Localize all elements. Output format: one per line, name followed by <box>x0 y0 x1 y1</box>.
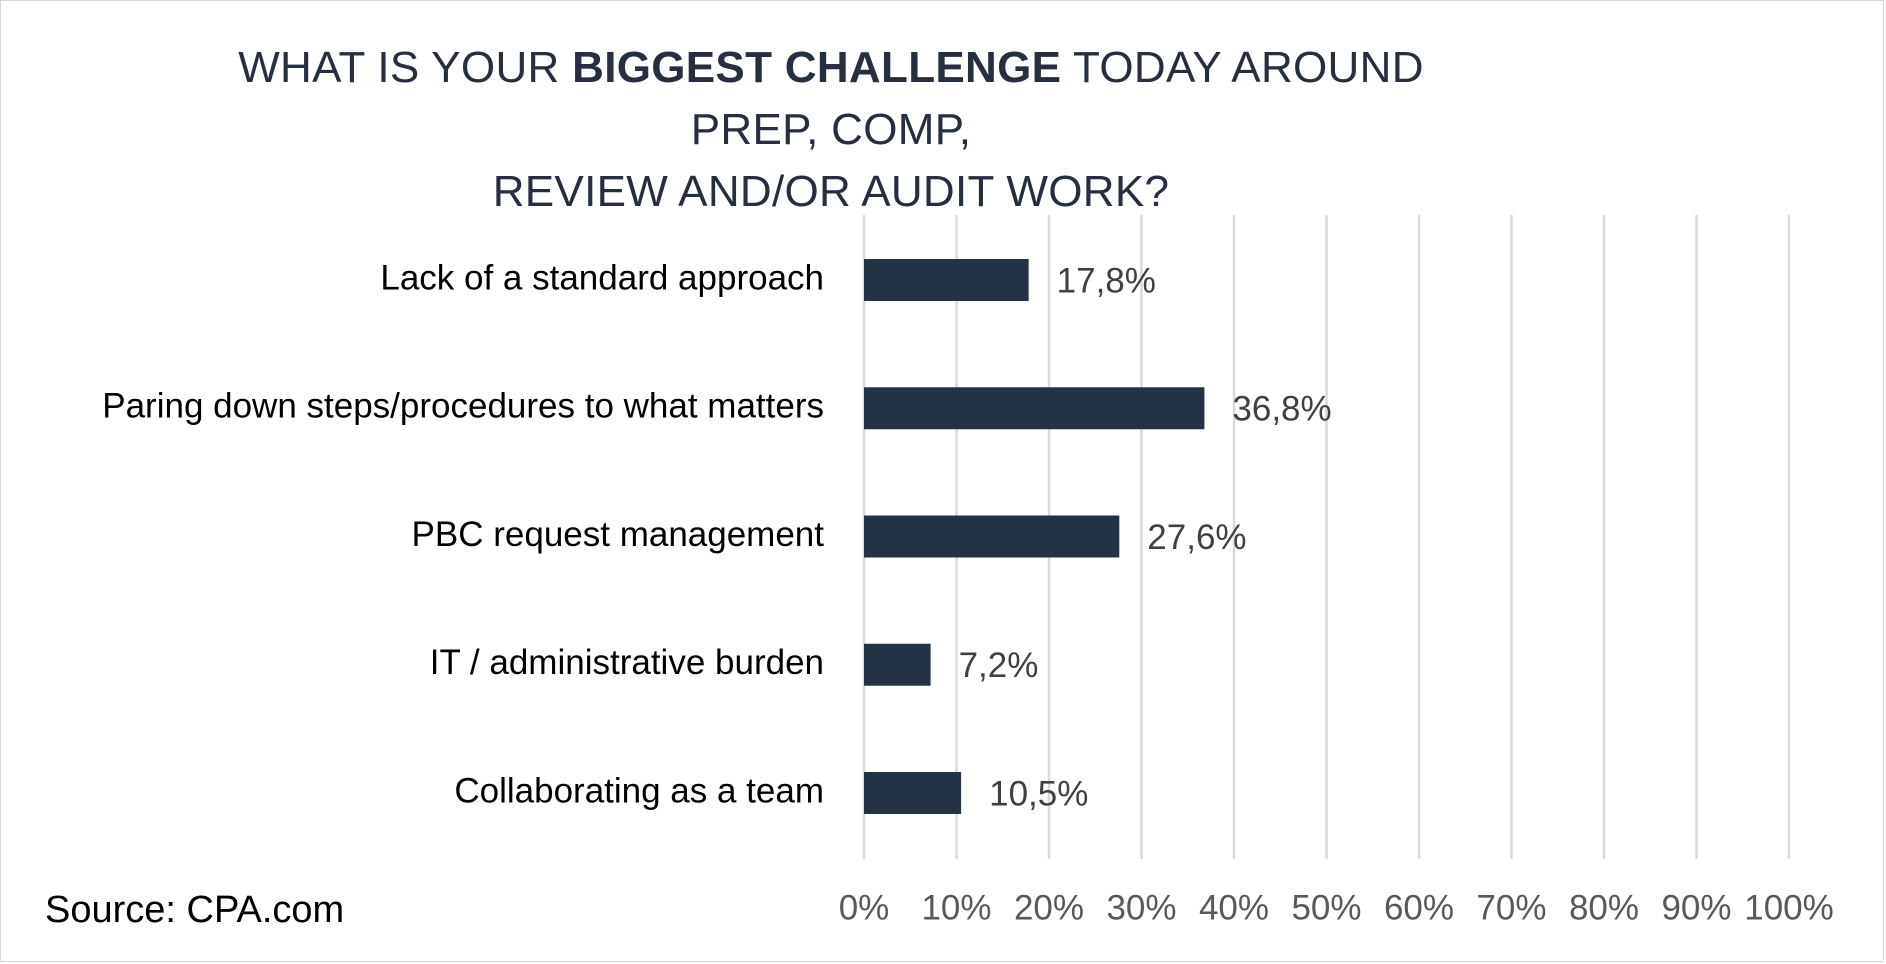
chart-title-bold: BIGGEST CHALLENGE <box>572 43 1062 92</box>
bar <box>864 259 1029 301</box>
bar <box>864 643 931 686</box>
bar <box>864 387 1205 430</box>
category-label: IT / administrative burden <box>430 643 824 682</box>
x-tick-label: 50% <box>1291 888 1361 927</box>
data-label: 7,2% <box>959 646 1039 685</box>
x-tick-label: 40% <box>1199 888 1269 927</box>
category-label: Collaborating as a team <box>454 771 824 810</box>
data-label: 27,6% <box>1147 518 1246 557</box>
x-tick-label: 60% <box>1384 888 1454 927</box>
chart-title-part2: TODAY AROUND PREP, COMP, <box>690 43 1424 154</box>
source-note: Source: CPA.com <box>45 889 345 931</box>
chart-title-part1: WHAT IS YOUR <box>238 43 573 92</box>
x-tick-label: 30% <box>1106 888 1176 927</box>
chart-title: WHAT IS YOUR BIGGEST CHALLENGE TODAY ARO… <box>181 37 1481 223</box>
x-tick-label: 70% <box>1476 888 1546 927</box>
category-label: Paring down steps/procedures to what mat… <box>102 387 824 426</box>
bar <box>864 772 962 814</box>
x-tick-label: 0% <box>839 888 890 927</box>
category-label: PBC request management <box>412 515 825 554</box>
data-label: 36,8% <box>1232 390 1331 429</box>
x-tick-label: 90% <box>1661 888 1731 927</box>
bar <box>864 515 1120 558</box>
data-label: 17,8% <box>1057 261 1156 300</box>
x-tick-label: 10% <box>921 888 991 927</box>
bars <box>864 259 1205 814</box>
value-labels: 17,8% 36,8% 27,6% 7,2% 10,5% <box>959 261 1332 813</box>
category-labels: Lack of a standard approach Paring down s… <box>102 258 824 810</box>
x-tick-label: 100% <box>1744 888 1834 927</box>
x-tick-label: 20% <box>1014 888 1084 927</box>
x-tick-label: 80% <box>1569 888 1639 927</box>
x-axis-tick-labels: 0% 10% 20% 30% 40% 50% 60% 70% 80% 90% 100% <box>839 888 1834 927</box>
data-label: 10,5% <box>989 774 1088 813</box>
category-label: Lack of a standard approach <box>380 258 824 297</box>
chart-title-line2: REVIEW AND/OR AUDIT WORK? <box>492 167 1170 216</box>
